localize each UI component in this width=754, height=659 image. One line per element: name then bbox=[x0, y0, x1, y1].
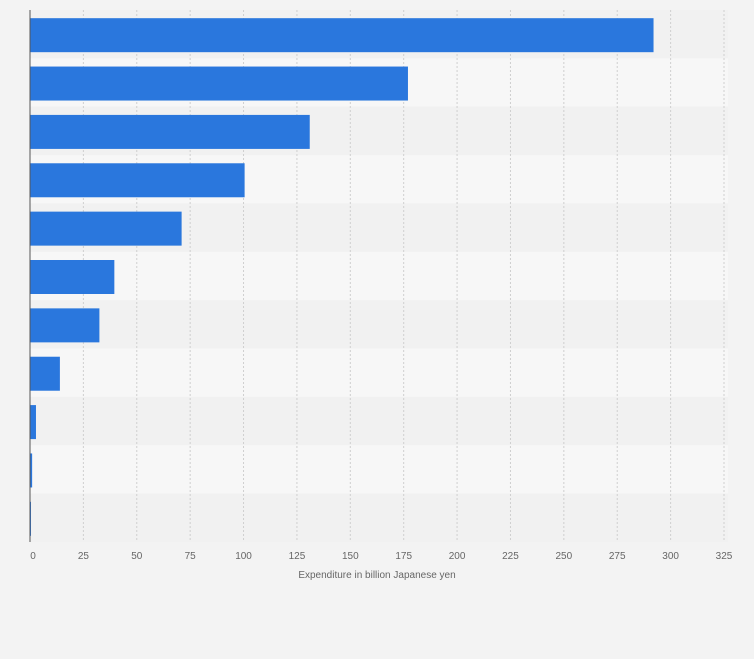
bar-7 bbox=[30, 356, 60, 391]
row-band-6 bbox=[30, 300, 728, 349]
x-tick-label-200: 200 bbox=[449, 551, 466, 562]
x-tick-label-225: 225 bbox=[502, 551, 519, 562]
bar-1 bbox=[30, 66, 408, 101]
x-tick-label-75: 75 bbox=[185, 551, 197, 562]
bars bbox=[30, 18, 654, 536]
bar-6 bbox=[30, 308, 100, 343]
bar-4 bbox=[30, 211, 182, 246]
x-axis-title: Expenditure in billion Japanese yen bbox=[298, 570, 455, 581]
x-tick-label-150: 150 bbox=[342, 551, 359, 562]
bar-0 bbox=[30, 18, 654, 53]
bar-3 bbox=[30, 163, 245, 198]
row-band-10 bbox=[30, 493, 728, 542]
bar-8 bbox=[30, 405, 36, 440]
row-band-7 bbox=[30, 348, 728, 397]
x-tick-label-250: 250 bbox=[556, 551, 573, 562]
row-band-9 bbox=[30, 445, 728, 494]
x-tick-label-175: 175 bbox=[395, 551, 412, 562]
bar-9 bbox=[30, 453, 33, 488]
row-band-5 bbox=[30, 251, 728, 301]
x-tick-label-325: 325 bbox=[716, 551, 733, 562]
x-tick-label-25: 25 bbox=[78, 551, 90, 562]
x-axis-ticks: 0 25 50 75 100 125 150 175 200 225 250 275 300 325 bbox=[30, 551, 733, 562]
x-tick-label-125: 125 bbox=[289, 551, 306, 562]
bar-2 bbox=[30, 114, 310, 149]
x-tick-label-100: 100 bbox=[235, 551, 252, 562]
x-tick-label-0: 0 bbox=[30, 551, 36, 562]
row-band-8 bbox=[30, 396, 728, 446]
x-tick-label-50: 50 bbox=[131, 551, 143, 562]
bar-5 bbox=[30, 260, 115, 294]
x-tick-label-275: 275 bbox=[609, 551, 626, 562]
x-tick-label-300: 300 bbox=[662, 551, 679, 562]
